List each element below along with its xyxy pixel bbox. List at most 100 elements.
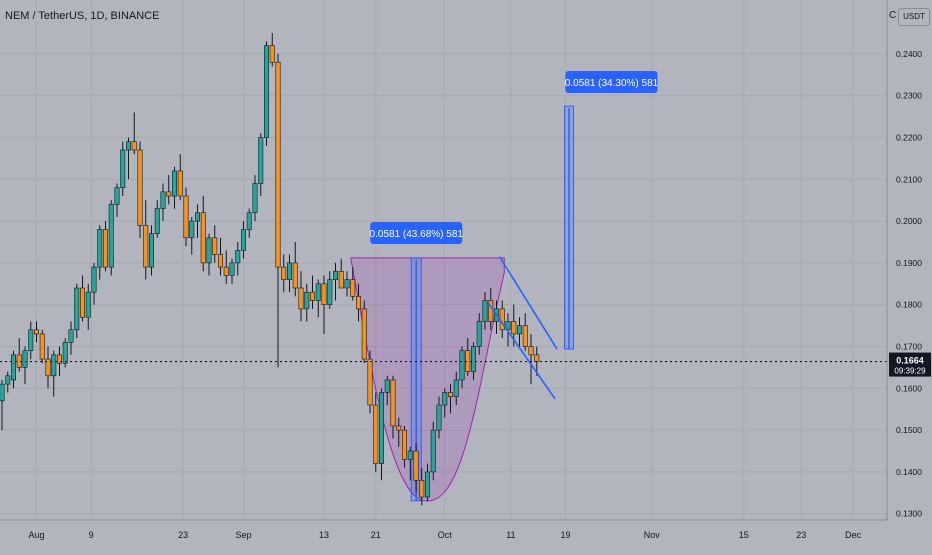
candle-body[interactable] (5, 375, 11, 385)
candle-body[interactable] (286, 262, 292, 280)
candle-body[interactable] (298, 287, 304, 310)
candle-body[interactable] (114, 187, 120, 205)
candle-body[interactable] (212, 237, 218, 255)
candle-body[interactable] (332, 270, 338, 280)
candle-body[interactable] (218, 254, 224, 268)
candle-body[interactable] (68, 329, 74, 343)
candle-body[interactable] (396, 425, 402, 431)
candle-body[interactable] (528, 346, 534, 356)
candle-body[interactable] (91, 266, 97, 293)
candle-body[interactable] (235, 250, 241, 264)
candle-body[interactable] (246, 212, 252, 230)
candle-body[interactable] (149, 233, 155, 268)
candle-body[interactable] (327, 279, 333, 306)
measure-label-1-box[interactable] (370, 222, 463, 244)
x-tick-label: 19 (560, 530, 570, 540)
candle-body[interactable] (143, 224, 149, 268)
candle-body[interactable] (97, 229, 103, 268)
candle-body[interactable] (413, 450, 419, 481)
candle-body[interactable] (200, 212, 206, 264)
candle-body[interactable] (355, 296, 361, 310)
candle-body[interactable] (378, 392, 384, 464)
candle-body[interactable] (453, 379, 459, 397)
candle-body[interactable] (459, 350, 465, 381)
candle-body[interactable] (120, 149, 126, 188)
candle-body[interactable] (350, 279, 356, 297)
candle-body[interactable] (309, 291, 315, 301)
candle-body[interactable] (229, 262, 235, 276)
candle-body[interactable] (160, 191, 166, 209)
candle-body[interactable] (407, 450, 413, 460)
currency-button[interactable]: USDT (898, 8, 930, 26)
time-axis[interactable] (0, 520, 932, 550)
candle-body[interactable] (258, 137, 264, 184)
candle-body[interactable] (315, 283, 321, 301)
candle-body[interactable] (516, 325, 522, 335)
x-tick-label: 15 (739, 530, 749, 540)
candle-body[interactable] (401, 429, 407, 460)
price-axis[interactable] (887, 0, 932, 550)
candle-body[interactable] (367, 358, 373, 406)
candle-body[interactable] (62, 342, 68, 364)
candle-body[interactable] (436, 404, 442, 431)
candle-body[interactable] (476, 321, 482, 347)
candle-body[interactable] (51, 354, 57, 377)
candle-body[interactable] (269, 45, 275, 63)
candle-body[interactable] (33, 329, 39, 335)
candle-body[interactable] (74, 287, 80, 331)
candle-body[interactable] (430, 429, 436, 473)
candle-body[interactable] (177, 170, 183, 197)
candle-body[interactable] (183, 195, 189, 239)
candle-body[interactable] (292, 262, 298, 289)
candle-body[interactable] (172, 170, 178, 197)
candle-body[interactable] (281, 266, 287, 280)
candle-body[interactable] (39, 333, 45, 360)
candle-body[interactable] (22, 350, 28, 368)
candle-body[interactable] (424, 471, 430, 498)
candle-body[interactable] (131, 141, 137, 151)
wedge-upper-line[interactable] (498, 256, 558, 350)
candle-body[interactable] (447, 392, 453, 397)
candle-body[interactable] (534, 354, 540, 362)
candle-body[interactable] (390, 379, 396, 427)
candle-body[interactable] (137, 149, 143, 226)
candle-body[interactable] (252, 183, 258, 214)
candle-body[interactable] (166, 191, 172, 197)
candle-body[interactable] (103, 229, 109, 268)
candle-body[interactable] (195, 212, 201, 222)
candle-body[interactable] (108, 204, 114, 268)
candle-body[interactable] (482, 300, 488, 322)
candle-body[interactable] (28, 329, 34, 351)
candle-body[interactable] (85, 291, 91, 318)
candle-body[interactable] (189, 220, 195, 239)
candle-body[interactable] (126, 141, 132, 151)
measure-label-2-box[interactable] (565, 71, 658, 93)
candle-body[interactable] (45, 358, 51, 377)
x-tick-label: Oct (438, 530, 453, 540)
candle-body[interactable] (384, 379, 390, 393)
candle-body[interactable] (321, 283, 327, 306)
candle-body[interactable] (0, 383, 5, 402)
candle-body[interactable] (11, 354, 17, 381)
candle-body[interactable] (275, 61, 281, 268)
candle-body[interactable] (470, 346, 476, 372)
candle-body[interactable] (442, 392, 448, 406)
candle-body[interactable] (338, 270, 344, 289)
candle-body[interactable] (56, 354, 62, 364)
candle-body[interactable] (419, 479, 425, 498)
candle-body[interactable] (154, 208, 160, 234)
candle-body[interactable] (344, 279, 350, 289)
candle-body[interactable] (304, 291, 310, 310)
candle-body[interactable] (80, 287, 86, 318)
candle-body[interactable] (241, 229, 247, 251)
candle-body[interactable] (511, 321, 517, 335)
candle-body[interactable] (361, 308, 367, 360)
candle-body[interactable] (263, 45, 269, 138)
candle-body[interactable] (223, 266, 229, 276)
candle-body[interactable] (505, 321, 511, 331)
candle-body[interactable] (373, 404, 379, 464)
wedge-lower-line[interactable] (487, 302, 556, 400)
candle-body[interactable] (522, 325, 528, 347)
candle-body[interactable] (206, 237, 212, 264)
